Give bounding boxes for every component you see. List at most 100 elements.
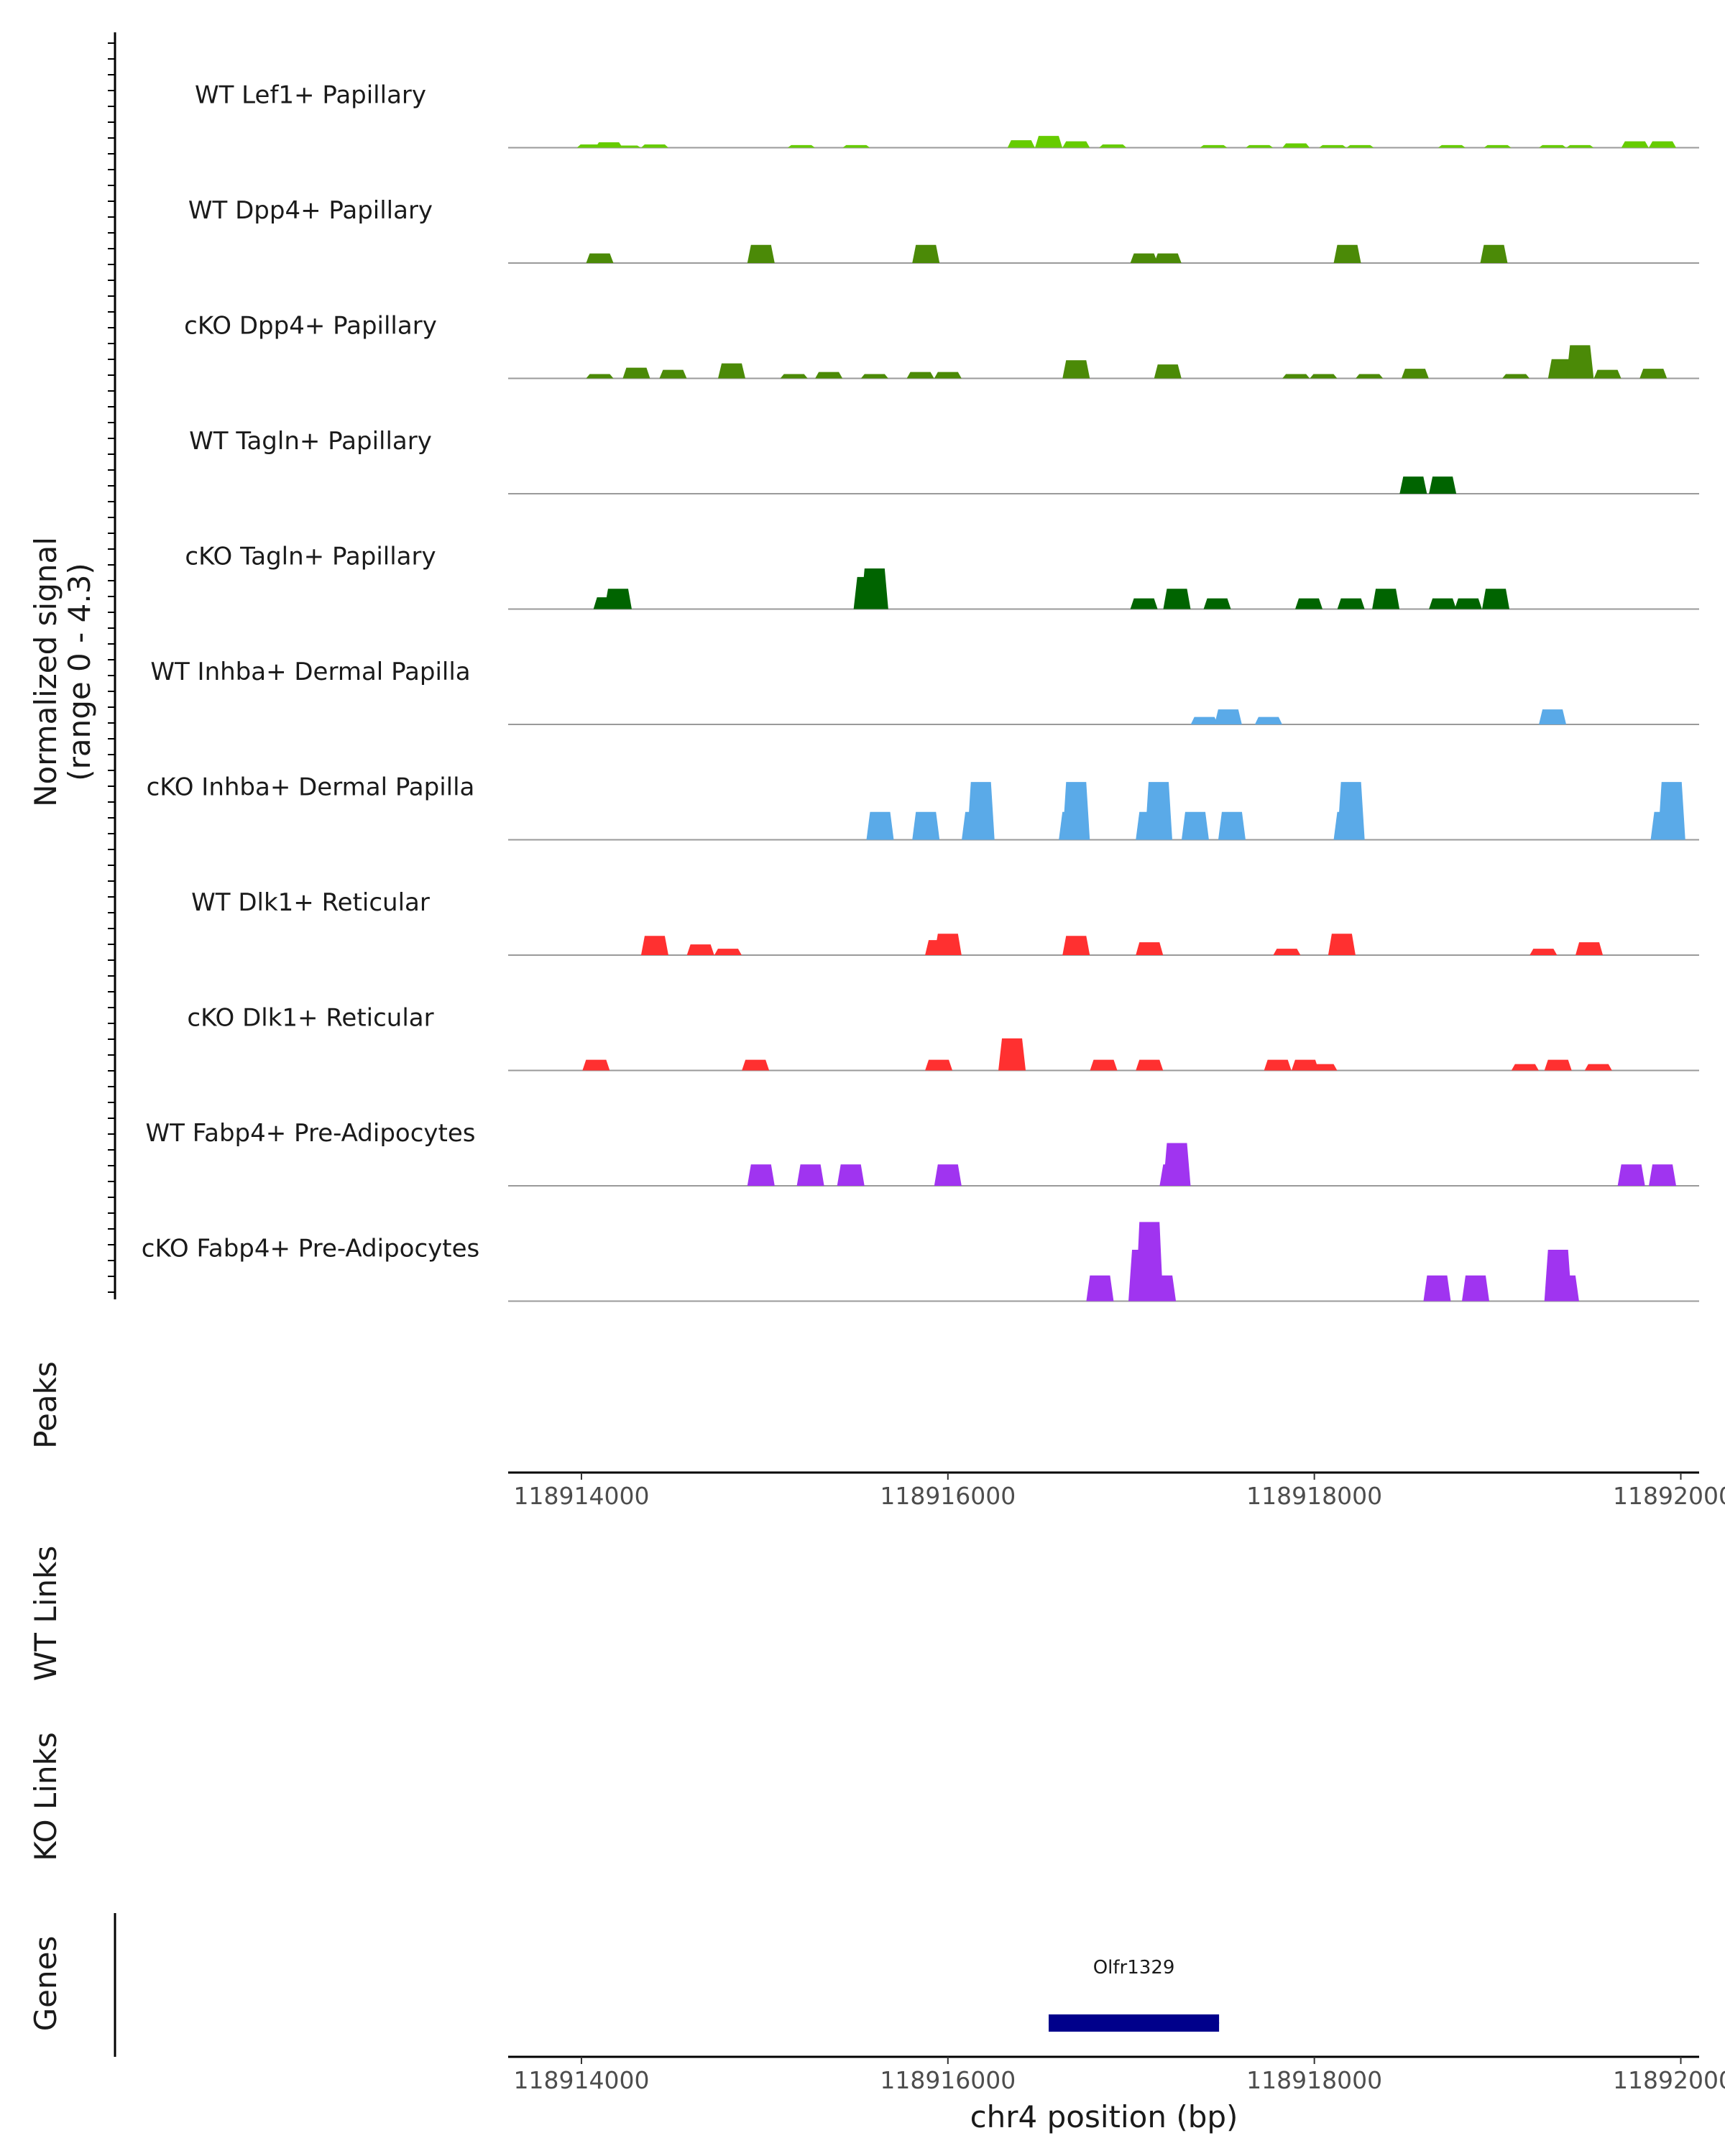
coverage-peak xyxy=(1181,811,1209,840)
coverage-peak xyxy=(912,811,940,840)
track-label: WT Fabp4+ Pre-Adipocytes xyxy=(146,1119,476,1148)
track-label: WT Inhba+ Dermal Papilla xyxy=(150,658,470,686)
coverage-peak xyxy=(1295,598,1323,609)
coverage-peak xyxy=(1356,374,1384,379)
coverage-peak xyxy=(1264,1059,1292,1071)
coverage-peak xyxy=(586,374,614,379)
coverage-peak xyxy=(714,949,742,955)
x-axis-title: chr4 position (bp) xyxy=(970,2099,1238,2134)
coverage-peak xyxy=(1246,144,1274,148)
coverage-peak xyxy=(1254,717,1282,724)
track-label: WT Dlk1+ Reticular xyxy=(191,888,430,917)
track-wt-dlk1-reticular: WT Dlk1+ Reticular xyxy=(191,888,1699,956)
track-wt-dpp4-papillary: WT Dpp4+ Papillary xyxy=(188,196,1699,264)
x-axis-tick-label: 118918000 xyxy=(1246,1482,1382,1510)
coverage-peak xyxy=(718,363,746,379)
track-label: cKO Tagln+ Papillary xyxy=(185,543,436,571)
coverage-peak xyxy=(1649,141,1677,148)
track-label: cKO Inhba+ Dermal Papilla xyxy=(147,773,475,802)
track-cko-fabp4-pre-adipocytes: cKO Fabp4+ Pre-Adipocytes xyxy=(142,1222,1699,1302)
coverage-peak xyxy=(1657,782,1685,840)
x-axis-tick-label: 118920000 xyxy=(1613,1482,1725,1510)
coverage-peak xyxy=(1130,253,1158,263)
coverage-peak xyxy=(1086,1275,1114,1302)
coverage-peak xyxy=(659,369,687,379)
coverage-peak xyxy=(1539,709,1567,724)
coverage-peak xyxy=(586,253,614,263)
track-label: WT Lef1+ Papillary xyxy=(195,81,426,110)
coverage-peak xyxy=(967,782,995,840)
x-axis-tick-label: 118914000 xyxy=(513,1482,649,1510)
coverage-peak xyxy=(1154,364,1182,379)
coverage-peak xyxy=(1639,369,1668,379)
coverage-peak xyxy=(1551,1275,1579,1302)
gene-label: Olfr1329 xyxy=(1093,1957,1175,1978)
coverage-peak xyxy=(815,372,843,379)
coverage-peak xyxy=(1461,1275,1489,1302)
coverage-peak xyxy=(1136,1059,1164,1071)
coverage-peak xyxy=(1438,144,1466,148)
signal-axis-ticks xyxy=(108,42,115,1293)
coverage-peak xyxy=(866,811,894,840)
coverage-peak xyxy=(1399,476,1427,494)
coverage-peak xyxy=(1203,598,1231,609)
coverage-peak xyxy=(1214,709,1242,724)
coverage-peak xyxy=(1484,144,1512,148)
coverage-peak xyxy=(780,374,808,379)
coverage-peak xyxy=(1154,253,1182,263)
coverage-peak xyxy=(998,1038,1026,1071)
coverage-peak xyxy=(1090,1059,1118,1071)
track-label: cKO Dpp4+ Papillary xyxy=(184,312,437,341)
coverage-peak xyxy=(1372,589,1400,609)
coverage-peak xyxy=(1163,589,1191,609)
coverage-peak xyxy=(1130,598,1158,609)
track-wt-lef1-papillary: WT Lef1+ Papillary xyxy=(195,81,1699,149)
track-label: WT Tagln+ Papillary xyxy=(189,427,432,456)
coverage-peak xyxy=(1544,1059,1572,1071)
track-cko-tagln-papillary: cKO Tagln+ Papillary xyxy=(185,543,1699,610)
coverage-peak xyxy=(1621,141,1649,148)
peaks-x-axis: 118914000 118916000 118918000 118920000 xyxy=(513,1473,1725,1510)
coverage-peak xyxy=(1482,589,1510,609)
coverage-peak xyxy=(640,144,668,148)
coverage-peak xyxy=(796,1164,824,1186)
coverage-peak xyxy=(1062,360,1090,379)
track-wt-fabp4-pre-adipocytes: WT Fabp4+ Pre-Adipocytes xyxy=(146,1119,1699,1187)
coverage-peak xyxy=(1584,1064,1612,1071)
coverage-peak xyxy=(1273,949,1301,955)
y-axis-range: (range 0 - 4.3) xyxy=(62,563,97,781)
coverage-peak xyxy=(1035,136,1063,148)
coverage-peak xyxy=(1566,345,1594,379)
coverage-peak xyxy=(640,936,668,955)
gene-annotations: Olfr1329 xyxy=(1049,1957,1220,2032)
coverage-peak xyxy=(912,244,940,263)
coverage-peak xyxy=(582,1059,610,1071)
coverage-peak xyxy=(1319,144,1347,148)
coverage-peak xyxy=(1163,1143,1191,1186)
track-label: WT Dpp4+ Papillary xyxy=(188,196,433,225)
coverage-peak xyxy=(1511,1064,1539,1071)
coverage-peak xyxy=(1617,1164,1645,1186)
coverage-peak xyxy=(1282,143,1310,148)
x-axis-tick-label: 118914000 xyxy=(513,2066,649,2094)
coverage-peak xyxy=(1401,369,1429,379)
coverage-peak xyxy=(1282,374,1310,379)
coverage-peak xyxy=(1593,369,1622,379)
x-axis-tick-label: 118916000 xyxy=(880,2066,1016,2094)
track-label: cKO Dlk1+ Reticular xyxy=(187,1004,433,1033)
x-axis-tick-label: 118920000 xyxy=(1613,2066,1725,2094)
coverage-peak xyxy=(934,372,962,379)
coverage-peak xyxy=(686,944,714,955)
coverage-peak xyxy=(934,1164,962,1186)
coverage-peak xyxy=(604,589,632,609)
coverage-peak xyxy=(1144,782,1172,840)
track-wt-tagln-papillary: WT Tagln+ Papillary xyxy=(189,427,1699,494)
coverage-peak xyxy=(925,1059,953,1071)
coverage-peak xyxy=(1062,936,1090,955)
coverage-peak xyxy=(1576,942,1604,955)
coverage-peak xyxy=(1429,476,1457,494)
coverage-peak xyxy=(1502,374,1530,379)
coverage-peak xyxy=(1346,144,1374,148)
track-cko-dlk1-reticular: cKO Dlk1+ Reticular xyxy=(187,1004,1699,1072)
genes-panel-title: Genes xyxy=(28,1936,63,2032)
